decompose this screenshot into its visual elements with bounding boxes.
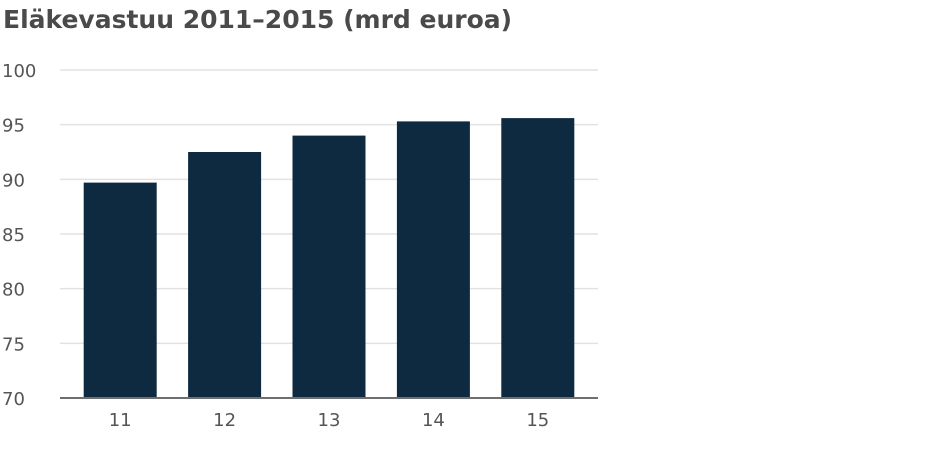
- y-tick-label: 95: [2, 116, 25, 137]
- y-axis-tick-labels: 70 75 80 85 90 95 100: [2, 61, 36, 410]
- y-tick-label: 70: [2, 389, 25, 410]
- chart-title: Eläkevastuu 2011–2015 (mrd euroa): [3, 5, 513, 34]
- x-tick-label: 13: [318, 410, 341, 431]
- y-tick-label: 80: [2, 280, 25, 301]
- bar-15: [501, 118, 575, 399]
- x-tick-label: 12: [213, 410, 236, 431]
- bars: [83, 118, 575, 399]
- x-axis-tick-labels: 11 12 13 14 15: [109, 410, 550, 431]
- bar-13: [292, 135, 366, 398]
- x-tick-label: 15: [526, 410, 549, 431]
- bar-11: [83, 182, 157, 398]
- x-tick-label: 11: [109, 410, 132, 431]
- bar-14: [396, 121, 470, 399]
- y-tick-label: 85: [2, 225, 25, 246]
- x-tick-label: 14: [422, 410, 445, 431]
- y-tick-label: 100: [2, 61, 36, 82]
- y-tick-label: 90: [2, 170, 25, 191]
- y-tick-label: 75: [2, 334, 25, 355]
- bar-12: [188, 152, 262, 398]
